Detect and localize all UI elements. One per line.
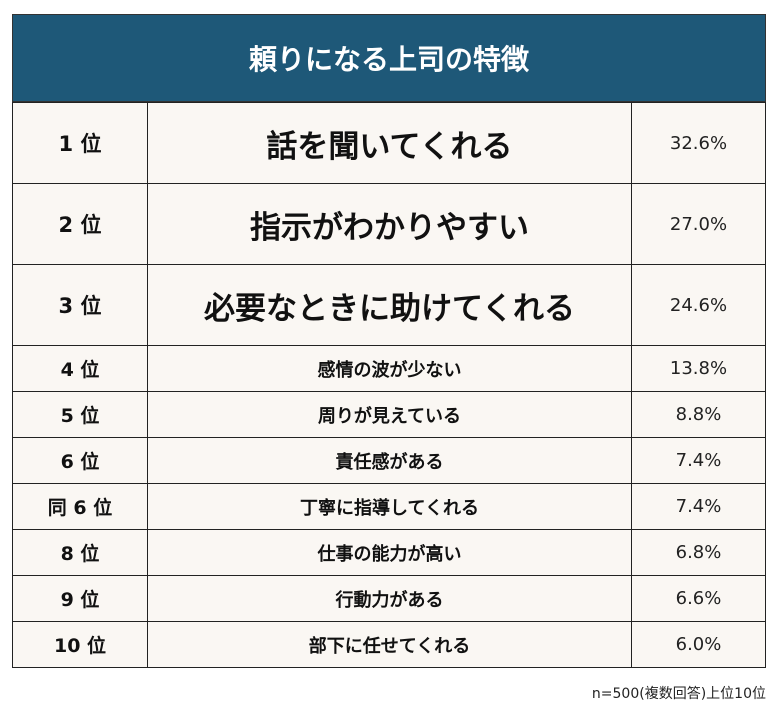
ranking-table: 1 位話を聞いてくれる 32.6% 2 位指示がわかりやすい 27.0% 3 位必要なと…	[12, 102, 766, 668]
percent-cell: 6.8%	[631, 529, 766, 576]
rank-cell: 2 位	[12, 183, 148, 265]
rank-cell: 10 位	[12, 621, 148, 668]
item-cell: 責任感がある	[147, 437, 632, 484]
rank-cell: 8 位	[12, 529, 148, 576]
item-cell: 仕事の能力が高い	[147, 529, 632, 576]
item-cell: 話を聞いてくれる	[147, 102, 632, 184]
item-cell: 必要なときに助けてくれる	[147, 264, 632, 346]
rank-cell: 9 位	[12, 575, 148, 622]
item-cell: 感情の波が少ない	[147, 345, 632, 392]
rank-cell: 同 6 位	[12, 483, 148, 530]
percent-cell: 7.4%	[631, 483, 766, 530]
rank-cell: 4 位	[12, 345, 148, 392]
percent-cell: 6.0%	[631, 621, 766, 668]
percent-cell: 24.6%	[631, 264, 766, 346]
item-cell: 丁寧に指導してくれる	[147, 483, 632, 530]
table-row: 5 位周りが見えている 8.8%	[12, 391, 766, 438]
survey-note: n=500(複数回答)上位10位	[591, 686, 766, 702]
percent-cell: 32.6%	[631, 102, 766, 184]
table-row: 9 位行動力がある 6.6%	[12, 575, 766, 622]
percent-cell: 8.8%	[631, 391, 766, 438]
percent-cell: 6.6%	[631, 575, 766, 622]
percent-cell: 13.8%	[631, 345, 766, 392]
item-cell: 部下に任せてくれる	[147, 621, 632, 668]
table-row: 2 位指示がわかりやすい 27.0%	[12, 183, 766, 265]
table-row: 10 位部下に任せてくれる 6.0%	[12, 621, 766, 668]
rank-cell: 1 位	[12, 102, 148, 184]
item-cell: 周りが見えている	[147, 391, 632, 438]
table-row: 3 位必要なときに助けてくれる 24.6%	[12, 264, 766, 346]
rank-cell: 6 位	[12, 437, 148, 484]
table-row: 6 位責任感がある 7.4%	[12, 437, 766, 484]
table-row: 1 位話を聞いてくれる 32.6%	[12, 102, 766, 184]
table-row: 同 6 位丁寧に指導してくれる 7.4%	[12, 483, 766, 530]
item-cell: 行動力がある	[147, 575, 632, 622]
percent-cell: 27.0%	[631, 183, 766, 265]
table-row: 8 位仕事の能力が高い 6.8%	[12, 529, 766, 576]
item-cell: 指示がわかりやすい	[147, 183, 632, 265]
rank-cell: 3 位	[12, 264, 148, 346]
table-title: 頼りになる上司の特徴	[12, 14, 766, 102]
table-row: 4 位感情の波が少ない 13.8%	[12, 345, 766, 392]
percent-cell: 7.4%	[631, 437, 766, 484]
rank-cell: 5 位	[12, 391, 148, 438]
